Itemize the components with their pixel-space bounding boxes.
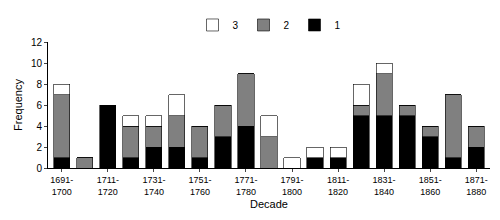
svg-text:0: 0 (36, 163, 42, 174)
svg-text:1791-1800: 1791-1800 (281, 175, 304, 197)
svg-text:10: 10 (31, 58, 43, 69)
svg-text:6: 6 (36, 100, 42, 111)
svg-text:3: 3 (233, 20, 239, 31)
svg-text:1: 1 (335, 20, 341, 31)
svg-text:2: 2 (284, 20, 290, 31)
svg-text:1731-1740: 1731-1740 (142, 175, 165, 197)
svg-text:Decade: Decade (250, 198, 288, 210)
svg-text:1711-1720: 1711-1720 (97, 175, 119, 197)
svg-text:1871-1880: 1871-1880 (465, 175, 488, 197)
svg-text:Frequency: Frequency (12, 79, 24, 131)
svg-text:1831-1840: 1831-1840 (373, 175, 396, 197)
svg-text:4: 4 (36, 121, 42, 132)
svg-text:1851-1860: 1851-1860 (419, 175, 442, 197)
svg-text:12: 12 (31, 37, 43, 48)
svg-text:8: 8 (36, 79, 42, 90)
svg-text:1771-1780: 1771-1780 (234, 175, 257, 197)
svg-text:1691-1700: 1691-1700 (50, 175, 73, 197)
svg-text:1811-1820: 1811-1820 (327, 175, 349, 197)
svg-text:2: 2 (36, 142, 42, 153)
svg-text:1751-1760: 1751-1760 (188, 175, 211, 197)
